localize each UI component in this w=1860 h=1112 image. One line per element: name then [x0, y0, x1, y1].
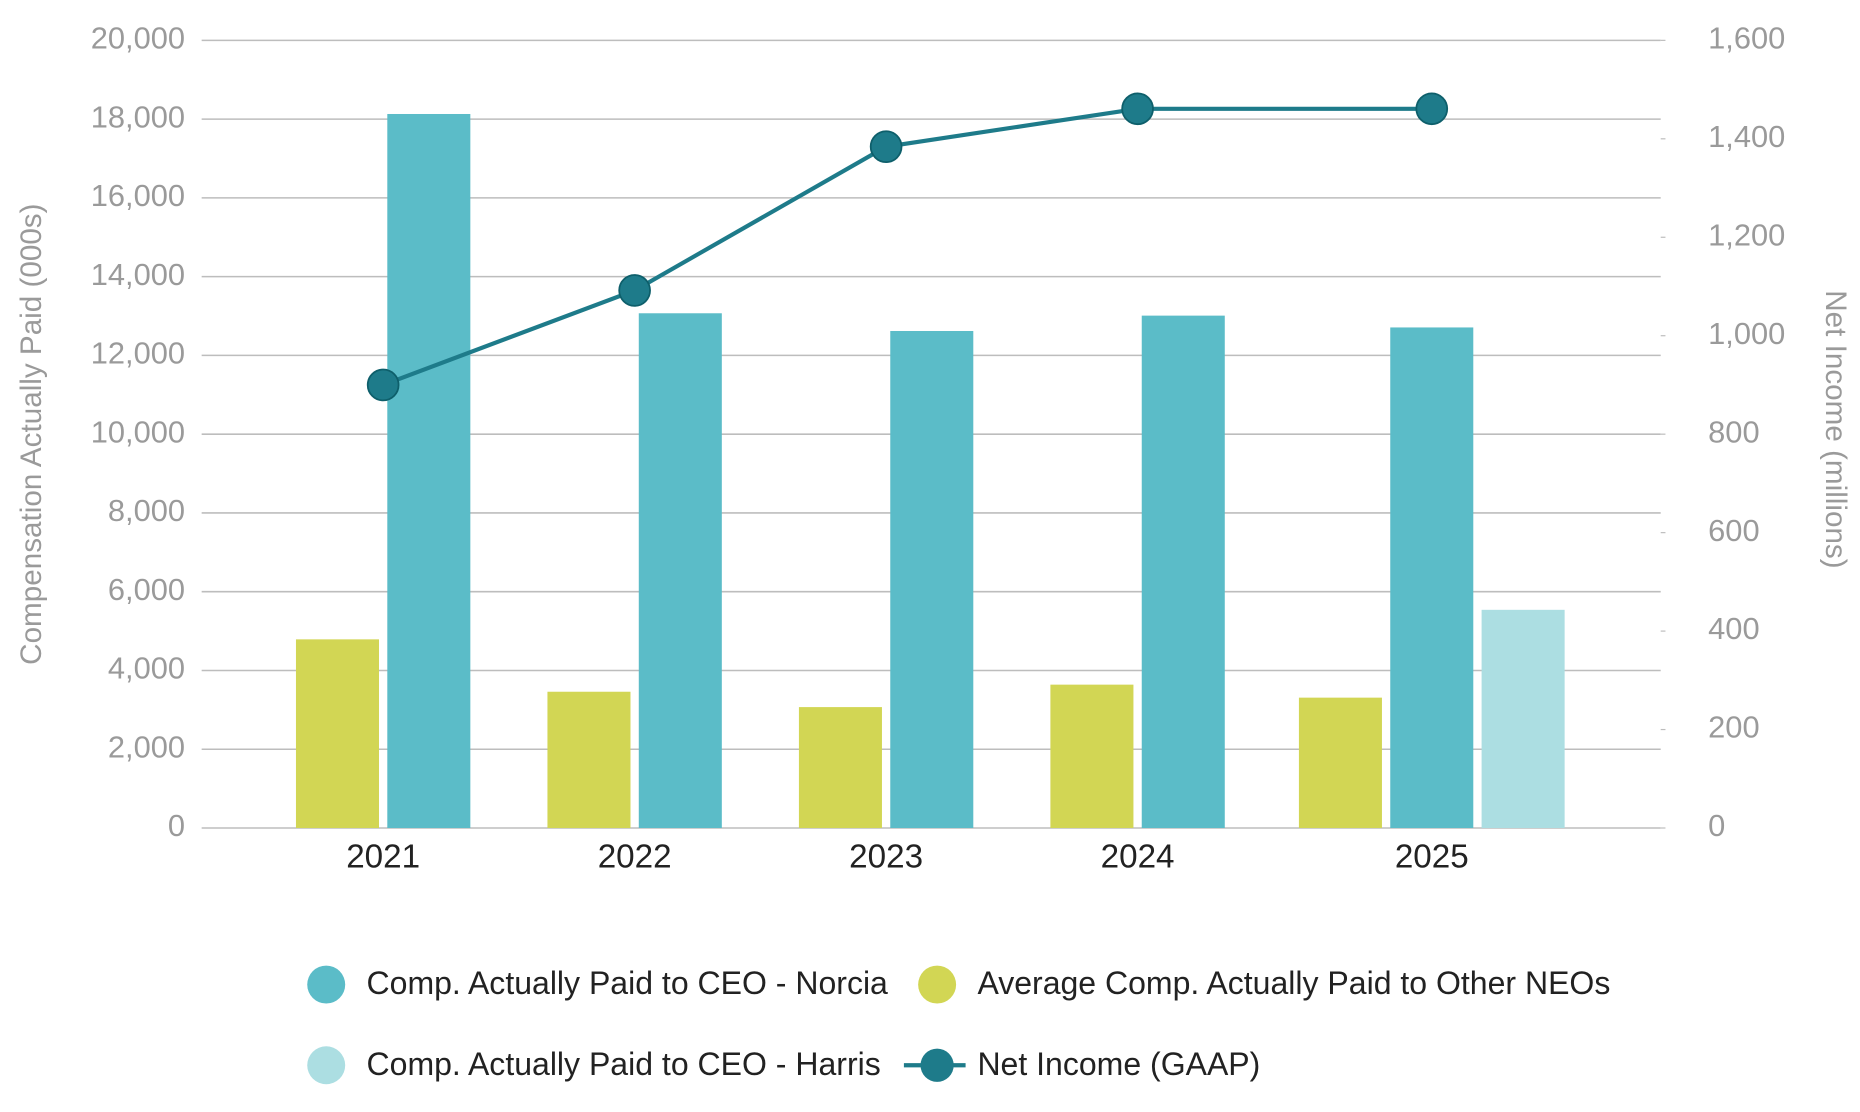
y2-tick-label: 1,600: [1708, 20, 1785, 55]
y2-tick-label: 1,200: [1708, 217, 1785, 252]
y2-tick-label: 600: [1708, 513, 1759, 548]
y-tick-label: 4,000: [108, 651, 185, 686]
bar: [387, 113, 471, 829]
legend-label: Net Income (GAAP): [977, 1046, 1260, 1082]
line-marker: [1121, 92, 1154, 126]
bar: [890, 330, 974, 829]
line-marker: [366, 368, 400, 402]
bar: [798, 707, 882, 829]
x-tick-label: 2025: [1395, 839, 1469, 876]
y2-tick-label: 200: [1708, 710, 1759, 745]
legend-label: Comp. Actually Paid to CEO - Harris: [367, 1046, 881, 1082]
bar: [1141, 315, 1225, 829]
y-tick-label: 8,000: [108, 493, 185, 528]
legend-marker: [920, 1048, 954, 1082]
bar: [547, 691, 631, 829]
bar: [1390, 327, 1474, 829]
bar: [1481, 609, 1565, 829]
y-tick-label: 2,000: [108, 729, 185, 764]
legend-marker: [307, 1046, 346, 1085]
line-marker: [618, 274, 651, 307]
y-tick-label: 18,000: [91, 99, 185, 134]
y-tick-label: 10,000: [91, 414, 185, 449]
x-tick-label: 2022: [598, 839, 672, 876]
y-tick-label: 12,000: [91, 336, 185, 371]
line-marker: [869, 130, 903, 163]
bar: [1298, 697, 1382, 829]
y-axis-label: Compensation Actually Paid (000s): [15, 204, 48, 665]
y-tick-label: 20,000: [91, 20, 185, 55]
x-tick-label: 2024: [1101, 839, 1175, 876]
bar: [1050, 684, 1134, 829]
y-tick-label: 16,000: [91, 178, 185, 213]
legend-marker: [918, 965, 957, 1004]
bar: [295, 639, 379, 829]
y-tick-label: 0: [168, 808, 185, 843]
y2-tick-label: 1,400: [1708, 119, 1785, 154]
legend-label: Comp. Actually Paid to CEO - Norcia: [367, 965, 889, 1001]
y-tick-label: 14,000: [91, 257, 185, 292]
y2-tick-label: 800: [1708, 414, 1759, 449]
y-tick-label: 6,000: [108, 572, 185, 607]
y2-tick-label: 1,000: [1708, 316, 1785, 351]
legend-label: Average Comp. Actually Paid to Other NEO…: [977, 965, 1610, 1001]
y2-tick-label: 0: [1708, 808, 1725, 843]
bar: [638, 313, 722, 829]
y2-axis-label: Net Income (millions): [1819, 290, 1852, 568]
y2-tick-label: 400: [1708, 611, 1759, 646]
x-tick-label: 2021: [346, 839, 420, 876]
x-tick-label: 2023: [849, 839, 923, 876]
legend-marker: [307, 965, 346, 1004]
line-marker: [1415, 92, 1449, 126]
